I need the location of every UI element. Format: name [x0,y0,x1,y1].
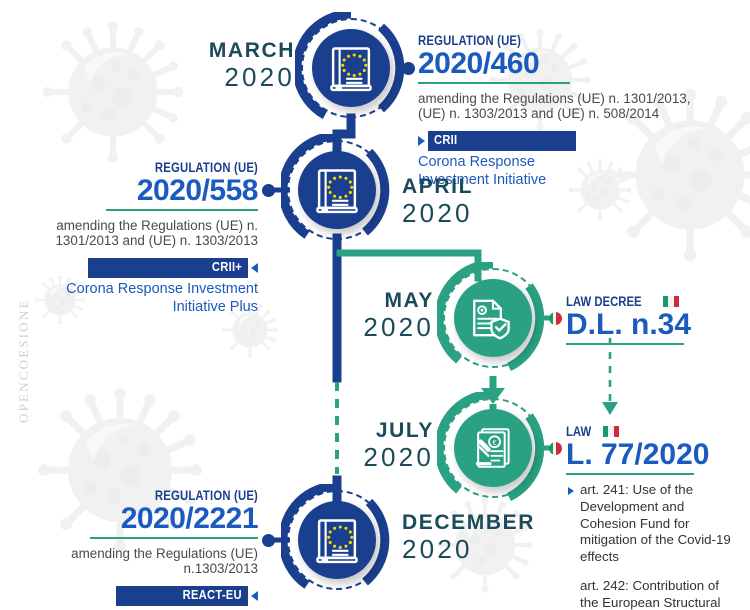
timeline-node-december-2020[interactable] [281,484,393,596]
connector-dot-december [262,534,275,547]
initiative-tag: CRII+ [88,258,248,279]
month-name: MAY [384,289,434,312]
brand-vertical-label: OPENCOESIONE [16,298,31,423]
eu-book-icon [298,151,376,229]
italy-flag-icon [663,296,679,307]
triangle-marker-icon [251,263,258,274]
regulation-amending-text: amending the Regulations (UE) n.1303/201… [71,545,258,577]
article-text: art. 242: Contribution of the European S… [580,577,721,610]
law-kicker: LAW [566,424,592,439]
month-name: JULY [375,419,434,442]
tag-row-crii-plus: CRII+ [38,258,258,279]
regulation-number: 2020/558 [136,174,259,207]
timeline-node-march-2020[interactable] [295,12,407,124]
list-item[interactable]: art. 242: Contribution of the European S… [568,578,740,610]
month-name: APRIL [402,175,473,198]
month-label-march-2020: MARCH 2020 [205,40,295,90]
regulation-number: 2020/2221 [120,502,259,535]
month-year: 2020 [363,312,434,342]
accent-rule [566,472,694,475]
timeline-node-may-2020[interactable] [437,262,549,374]
month-year: 2020 [402,534,473,564]
tag-row-react-eu: REACT-EU [38,586,258,607]
triangle-marker-icon [418,136,425,147]
law-number: L. 77/2020 [566,438,710,471]
triangle-bullet-icon [568,487,574,495]
regulation-kicker: REGULATION (UE) [418,33,522,48]
month-name: MARCH [208,39,295,62]
accent-rule [418,81,570,84]
tag-row-crii: CRII [418,131,700,152]
regulation-kicker: REGULATION (UE) [154,160,258,175]
month-label-april-2020: APRIL 2020 [402,176,522,226]
law-kicker-row: LAW [566,424,696,439]
law-number: D.L. n.34 [566,308,692,341]
node-dashed-ring-april [287,140,387,240]
law-kicker: LAW DECREE [566,294,642,309]
month-label-july-2020: JULY 2020 [352,420,434,470]
article-text: art. 241: Use of the Development and Coh… [580,482,731,564]
timeline-node-july-2020[interactable]: € [437,392,549,504]
svg-text:€: € [492,438,496,447]
initiative-subtitle: Corona Response Investment Initiative Pl… [66,281,258,315]
eu-book-icon [312,29,390,107]
article-list: art. 241: Use of the Development and Coh… [568,482,740,610]
connector-dot-april [262,184,275,197]
month-year: 2020 [363,442,434,472]
law-gavel-icon: € [454,409,532,487]
initiative-tag: CRII [428,131,576,152]
accent-rule [106,208,258,211]
connector-dot-march [402,62,415,75]
regulation-block-2020-460[interactable]: REGULATION (UE) 2020/460 amending the Re… [418,33,700,189]
regulation-block-2020-2221[interactable]: REGULATION (UE) 2020/2221 amending the R… [38,488,259,607]
connector-dot-july-italy [549,442,562,455]
decree-document-icon [454,279,532,357]
regulation-amending-text: amending the Regulations (UE) n. 1301/20… [55,217,258,249]
law-kicker-row: LAW DECREE [566,294,686,309]
accent-rule [566,342,684,345]
regulation-kicker: REGULATION (UE) [154,488,258,503]
month-label-may-2020: MAY 2020 [352,290,434,340]
node-dashed-ring-december [287,490,387,590]
eu-book-icon [298,501,376,579]
connector-dot-may-italy [549,312,562,325]
accent-rule [90,536,258,539]
initiative-tag: REACT-EU [116,586,248,607]
law-decree-block-dl-34[interactable]: LAW DECREE D.L. n.34 [566,294,692,345]
month-year: 2020 [224,62,295,92]
regulation-amending-text: amending the Regulations (UE) n. 1301/20… [418,90,691,122]
node-dashed-ring-march [301,18,401,118]
timeline-node-april-2020[interactable] [281,134,393,246]
node-dashed-ring-may [443,268,543,368]
node-dashed-ring-july [443,398,543,498]
initiative-subtitle: Corona Response Investment Initiative [418,154,547,188]
regulation-block-2020-558[interactable]: REGULATION (UE) 2020/558 amending the Re… [38,160,258,316]
regulation-number: 2020/460 [418,47,540,80]
triangle-marker-icon [251,591,258,602]
month-name: DECEMBER [402,511,535,534]
italy-flag-icon [603,426,619,437]
month-label-december-2020: DECEMBER 2020 [402,512,552,562]
month-year: 2020 [402,198,473,228]
list-item[interactable]: art. 241: Use of the Development and Coh… [568,482,740,566]
law-block-l-77-2020[interactable]: LAW L. 77/2020 [566,424,710,475]
